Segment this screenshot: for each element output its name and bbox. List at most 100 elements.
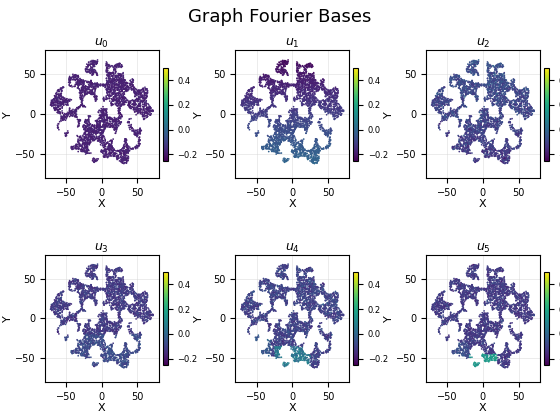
Point	[471, 127, 480, 134]
Point	[479, 334, 488, 341]
Point	[287, 312, 296, 318]
Point	[111, 323, 120, 330]
Point	[54, 307, 63, 314]
Point	[247, 297, 256, 304]
Point	[287, 328, 296, 335]
Point	[265, 286, 274, 293]
Point	[141, 297, 150, 303]
Point	[89, 294, 98, 301]
Point	[458, 94, 467, 101]
Point	[331, 307, 340, 314]
Point	[124, 352, 133, 358]
Point	[522, 294, 531, 301]
Point	[111, 100, 120, 107]
Point	[503, 348, 512, 355]
Point	[511, 87, 520, 94]
Point	[108, 294, 117, 301]
Point	[249, 84, 258, 90]
Point	[102, 79, 111, 86]
Point	[272, 85, 281, 92]
Point	[301, 89, 310, 96]
Point	[97, 317, 106, 324]
Point	[82, 68, 91, 75]
Point	[467, 262, 476, 269]
Point	[454, 336, 463, 343]
Point	[320, 84, 329, 91]
Point	[258, 113, 267, 119]
Point	[512, 96, 521, 103]
Point	[331, 304, 340, 311]
Point	[479, 354, 488, 361]
Point	[515, 343, 524, 349]
Point	[282, 84, 291, 90]
Point	[275, 133, 284, 140]
Point	[134, 291, 143, 297]
Point	[81, 321, 90, 328]
Point	[85, 139, 94, 146]
Point	[268, 76, 277, 83]
Point	[502, 353, 511, 360]
Point	[306, 276, 315, 282]
Point	[99, 352, 108, 359]
Point	[289, 286, 298, 293]
Point	[444, 99, 452, 106]
Point	[95, 126, 104, 132]
Point	[74, 278, 83, 284]
Point	[83, 84, 92, 90]
Point	[324, 144, 333, 151]
Point	[501, 290, 510, 297]
Point	[477, 327, 486, 334]
Point	[299, 273, 308, 280]
Point	[96, 119, 105, 126]
Point	[251, 94, 260, 101]
Point	[104, 152, 113, 158]
Point	[92, 265, 101, 272]
Point	[92, 123, 101, 130]
Point	[464, 330, 473, 337]
Point	[431, 299, 440, 306]
Point	[77, 76, 86, 83]
Point	[316, 105, 325, 112]
Point	[129, 331, 138, 338]
Point	[435, 314, 444, 320]
Point	[290, 318, 298, 325]
Point	[122, 136, 130, 142]
Point	[470, 62, 479, 68]
Point	[116, 283, 125, 290]
Point	[487, 346, 496, 353]
Point	[492, 297, 501, 304]
Point	[83, 68, 92, 75]
Point	[295, 115, 304, 121]
Point	[115, 150, 124, 156]
Point	[487, 121, 496, 127]
Point	[473, 127, 482, 134]
Point	[331, 105, 340, 112]
Point	[262, 349, 270, 356]
Point	[466, 67, 475, 74]
Point	[88, 276, 97, 282]
Point	[438, 318, 447, 324]
Point	[330, 116, 339, 123]
Point	[304, 267, 313, 274]
Point	[307, 79, 316, 85]
Point	[56, 117, 65, 123]
Point	[65, 314, 74, 320]
Point	[505, 349, 514, 356]
Point	[291, 136, 300, 143]
Point	[517, 313, 526, 320]
Point	[301, 330, 310, 336]
Point	[305, 322, 314, 328]
Point	[106, 354, 115, 360]
Point	[489, 300, 498, 307]
Point	[294, 343, 303, 349]
Point	[273, 283, 282, 290]
Point	[311, 139, 320, 146]
Point	[515, 310, 524, 316]
Point	[496, 71, 505, 78]
Point	[330, 298, 339, 305]
Point	[501, 77, 510, 84]
Point	[484, 355, 493, 362]
Point	[106, 79, 115, 85]
Point	[77, 305, 86, 312]
Point	[493, 352, 502, 359]
